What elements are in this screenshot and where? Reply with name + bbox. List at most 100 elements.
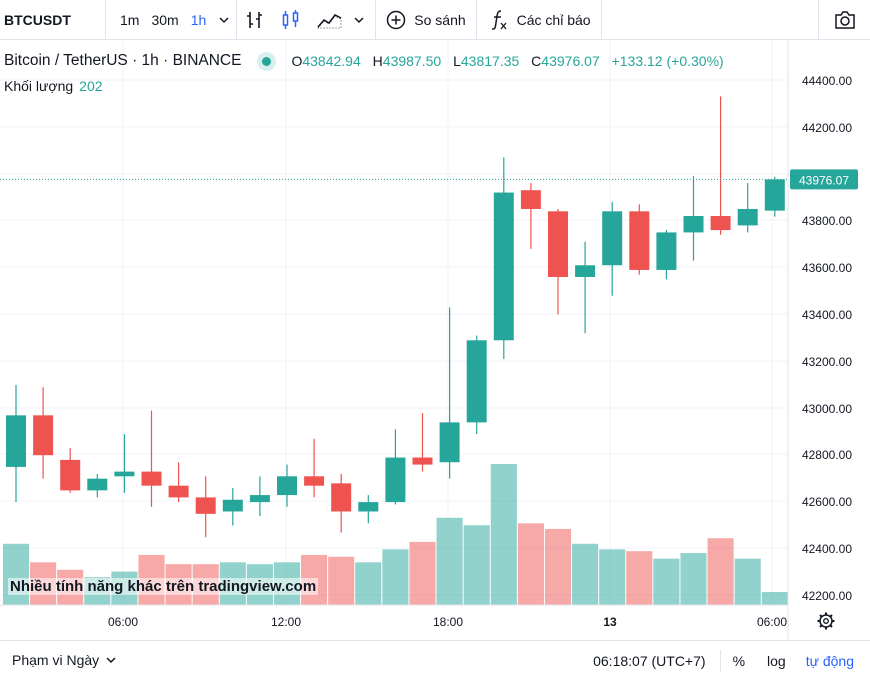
date-range-button[interactable]: Phạm vi Ngày — [0, 652, 117, 668]
candle-body — [168, 485, 189, 498]
candle-body — [87, 478, 108, 491]
candle-body — [575, 265, 596, 277]
indicators-label: Các chỉ báo — [516, 11, 591, 28]
candle-body — [114, 471, 135, 477]
volume-bar — [463, 525, 490, 605]
candle-body — [737, 208, 758, 226]
interval-1m[interactable]: 1m — [120, 11, 140, 28]
candle-body — [195, 497, 216, 514]
high-key: H — [372, 53, 383, 69]
time-tick-label: 06:00 — [108, 615, 138, 629]
candle-body — [249, 495, 270, 503]
volume-bar — [328, 556, 355, 605]
bottom-divider — [719, 649, 721, 672]
close-value: 43976.07 — [541, 53, 600, 69]
last-price-label: 43976.07 — [799, 173, 849, 187]
price-tick-label: 44400.00 — [802, 74, 852, 88]
snapshot-button[interactable] — [818, 0, 870, 40]
last-price-badge — [790, 169, 858, 190]
ohlc-values: O43842.94 H43987.50 L43817.35 C43976.07 … — [291, 53, 731, 69]
top-toolbar: BTCUSDT 1m 30m 1h So sánh Các chỉ báo — [0, 0, 870, 40]
price-tick-label: 43800.00 — [802, 214, 852, 228]
candle-body — [439, 422, 460, 463]
indicators-button[interactable]: Các chỉ báo — [477, 0, 601, 40]
candle-body — [602, 211, 623, 266]
price-tick-label: 44200.00 — [802, 121, 852, 135]
volume-bar — [707, 538, 734, 605]
interval-30m[interactable]: 30m — [151, 11, 179, 28]
volume-value: 202 — [79, 78, 103, 94]
chart-type-chevron-icon[interactable] — [347, 0, 371, 40]
candle-body — [412, 457, 433, 465]
candle-body — [493, 192, 514, 341]
toolbar-divider — [236, 0, 238, 40]
low-key: L — [453, 53, 461, 69]
candles-icon[interactable] — [273, 0, 309, 40]
area-chart-icon[interactable] — [309, 0, 347, 40]
percent-scale-toggle[interactable]: % — [732, 652, 746, 669]
function-icon — [491, 9, 507, 30]
candle-body — [385, 457, 406, 503]
auto-scale-toggle[interactable]: tự động — [805, 652, 854, 669]
log-scale-toggle[interactable]: log — [767, 652, 786, 669]
price-tick-label: 43000.00 — [802, 402, 852, 416]
symbol-title: Bitcoin / TetherUS · 1h · BINANCE — [4, 52, 242, 69]
candle-body — [764, 179, 785, 211]
candle-body — [683, 216, 704, 233]
time-tick-label: 13 — [603, 615, 617, 629]
settings-gear-icon[interactable] — [817, 612, 835, 630]
price-change: +133.12 (+0.30%) — [611, 53, 724, 69]
candle-body — [33, 415, 54, 456]
plus-circle-icon — [387, 10, 406, 29]
volume-bar — [734, 558, 761, 605]
candle-body — [629, 211, 650, 270]
price-tick-label: 43200.00 — [802, 355, 852, 369]
clock-timezone[interactable]: 06:18:07 (UTC+7) — [593, 652, 706, 669]
price-tick-label: 43400.00 — [802, 308, 852, 322]
compare-label: So sánh — [414, 11, 466, 28]
time-tick-label: 06:00 — [757, 615, 787, 629]
candle-body — [548, 211, 568, 277]
interval-dropdown-chevron-icon[interactable] — [212, 0, 236, 40]
volume-bar — [436, 517, 463, 605]
volume-bar — [572, 543, 599, 605]
price-tick-label: 43600.00 — [802, 261, 852, 275]
candle-body — [222, 499, 243, 512]
compare-button[interactable]: So sánh — [376, 0, 475, 40]
candle-body — [520, 190, 541, 209]
candle-body — [6, 415, 26, 467]
candle-body — [656, 232, 677, 270]
volume-bar — [599, 549, 626, 605]
price-tick-label: 42400.00 — [802, 542, 852, 556]
candle-body — [60, 459, 81, 491]
candle-body — [141, 471, 162, 486]
time-tick-label: 12:00 — [271, 615, 301, 629]
price-chart[interactable]: 44400.00 44200.00 43800.00 43600.00 43400.00… — [0, 40, 870, 640]
candle-body — [466, 340, 487, 423]
close-key: C — [531, 53, 542, 69]
volume-bar — [2, 543, 30, 605]
volume-bar — [761, 592, 788, 605]
volume-bar — [653, 558, 680, 605]
toolbar-divider — [475, 0, 477, 40]
volume-bar — [490, 464, 517, 605]
price-tick-label: 42200.00 — [802, 589, 852, 603]
candle-body — [358, 502, 379, 512]
volume-bar — [409, 541, 436, 605]
chevron-down-icon — [106, 657, 116, 664]
date-range-label: Phạm vi Ngày — [12, 652, 100, 668]
volume-label: Khối lượng — [4, 78, 74, 94]
tradingview-watermark[interactable]: Nhiều tính năng khác trên tradingview.co… — [8, 578, 319, 595]
symbol-search[interactable]: BTCUSDT — [0, 0, 106, 40]
open-value: 43842.94 — [302, 53, 361, 69]
high-value: 43987.50 — [382, 53, 442, 69]
volume-bar — [680, 553, 707, 605]
volume-bar — [382, 549, 409, 605]
toolbar-divider — [375, 0, 377, 40]
candle-body — [304, 476, 325, 486]
candle-body — [331, 483, 352, 512]
time-tick-label: 18:00 — [433, 615, 463, 629]
interval-1h[interactable]: 1h — [190, 11, 207, 28]
bar-chart-icon[interactable] — [237, 0, 273, 40]
volume-bar — [544, 528, 572, 605]
